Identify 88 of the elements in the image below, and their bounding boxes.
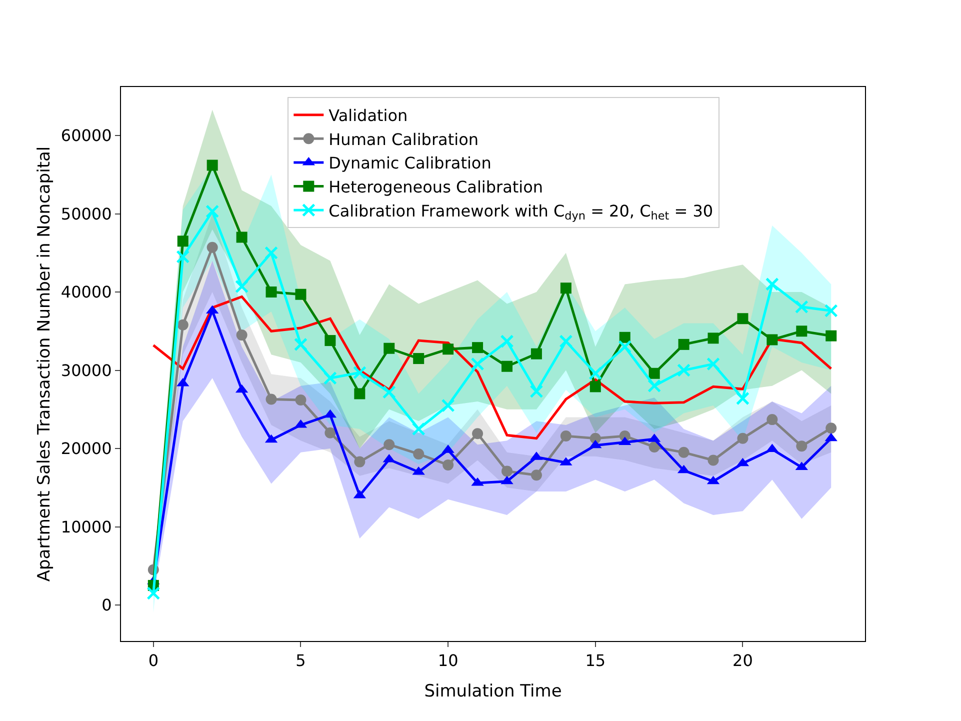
point [206, 242, 218, 253]
point [590, 381, 601, 392]
point [235, 280, 249, 294]
x-tick-label: 0 [148, 651, 159, 670]
point [472, 342, 484, 354]
point [560, 430, 572, 442]
point [588, 366, 602, 380]
x-tick-label: 15 [585, 651, 606, 670]
y-tick-label: 60000 [60, 126, 112, 146]
point [530, 348, 542, 360]
point [708, 332, 719, 344]
point [324, 335, 336, 346]
point [384, 439, 395, 450]
point [236, 232, 248, 243]
point [530, 470, 542, 481]
point [559, 334, 573, 348]
legend-label: Heterogeneous Calibration [328, 178, 544, 197]
point [737, 313, 748, 324]
legend-label: Human Calibration [328, 130, 478, 149]
point [737, 432, 748, 444]
point [824, 304, 838, 318]
legend-label: Validation [328, 106, 408, 126]
point [206, 204, 220, 218]
x-axis-title: Simulation Time [424, 682, 562, 702]
point [206, 160, 218, 171]
point [413, 353, 424, 364]
point [295, 288, 306, 300]
x-tick-label: 20 [732, 651, 753, 670]
y-tick-label: 40000 [60, 282, 112, 302]
y-tick-label: 0 [102, 596, 112, 615]
point [384, 342, 395, 354]
point [765, 277, 779, 291]
point [442, 459, 454, 470]
point [295, 394, 306, 406]
point [706, 357, 720, 371]
point [500, 334, 514, 348]
point [826, 330, 837, 342]
point [766, 334, 778, 346]
point [648, 441, 660, 452]
point [441, 398, 455, 412]
point [264, 246, 278, 260]
point [794, 300, 808, 314]
point [648, 368, 660, 379]
point [413, 448, 424, 460]
point [266, 394, 277, 405]
point [648, 379, 662, 393]
x-tick-label: 5 [296, 651, 306, 670]
point [382, 385, 396, 399]
point [502, 466, 512, 477]
point [236, 330, 248, 341]
point [678, 446, 690, 458]
point [177, 319, 188, 330]
point [766, 414, 778, 426]
legend-label: Dynamic Calibration [328, 154, 492, 173]
point [472, 428, 484, 440]
point [354, 456, 366, 468]
y-tick-label: 50000 [60, 204, 112, 224]
point [412, 422, 426, 436]
point [177, 236, 188, 247]
y-tick-label: 20000 [60, 439, 112, 458]
line-series [152, 295, 832, 440]
point [470, 357, 484, 371]
point [619, 332, 630, 343]
point [708, 454, 719, 466]
point [176, 250, 190, 264]
point [677, 364, 691, 378]
point [618, 340, 632, 354]
point [323, 371, 337, 385]
point [678, 338, 690, 350]
point [502, 360, 512, 372]
point [266, 286, 277, 298]
point [354, 388, 366, 400]
point [146, 586, 160, 600]
point [826, 422, 837, 434]
point [530, 384, 544, 398]
point [560, 282, 572, 294]
point [294, 338, 308, 352]
x-tick-label: 10 [438, 651, 458, 670]
y-tick-label: 30000 [60, 360, 112, 380]
point [736, 392, 750, 406]
legend-label: Calibration Framework with C$_{dyn}$ = 20, C$_{het}$ = 30 [328, 201, 714, 223]
y-axis-title: Apartment Sales Transaction Number in Noncapital [34, 146, 54, 582]
point [796, 326, 808, 337]
point [324, 427, 336, 438]
y-tick-label: 10000 [60, 517, 112, 536]
point [352, 366, 366, 380]
point [796, 440, 808, 452]
point [442, 344, 454, 355]
